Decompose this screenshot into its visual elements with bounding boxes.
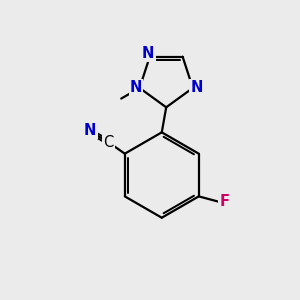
Text: N: N	[130, 80, 142, 95]
Text: F: F	[220, 194, 230, 209]
Text: N: N	[142, 46, 154, 61]
Text: N: N	[190, 80, 202, 95]
Text: C: C	[103, 135, 114, 150]
Text: N: N	[84, 123, 96, 138]
